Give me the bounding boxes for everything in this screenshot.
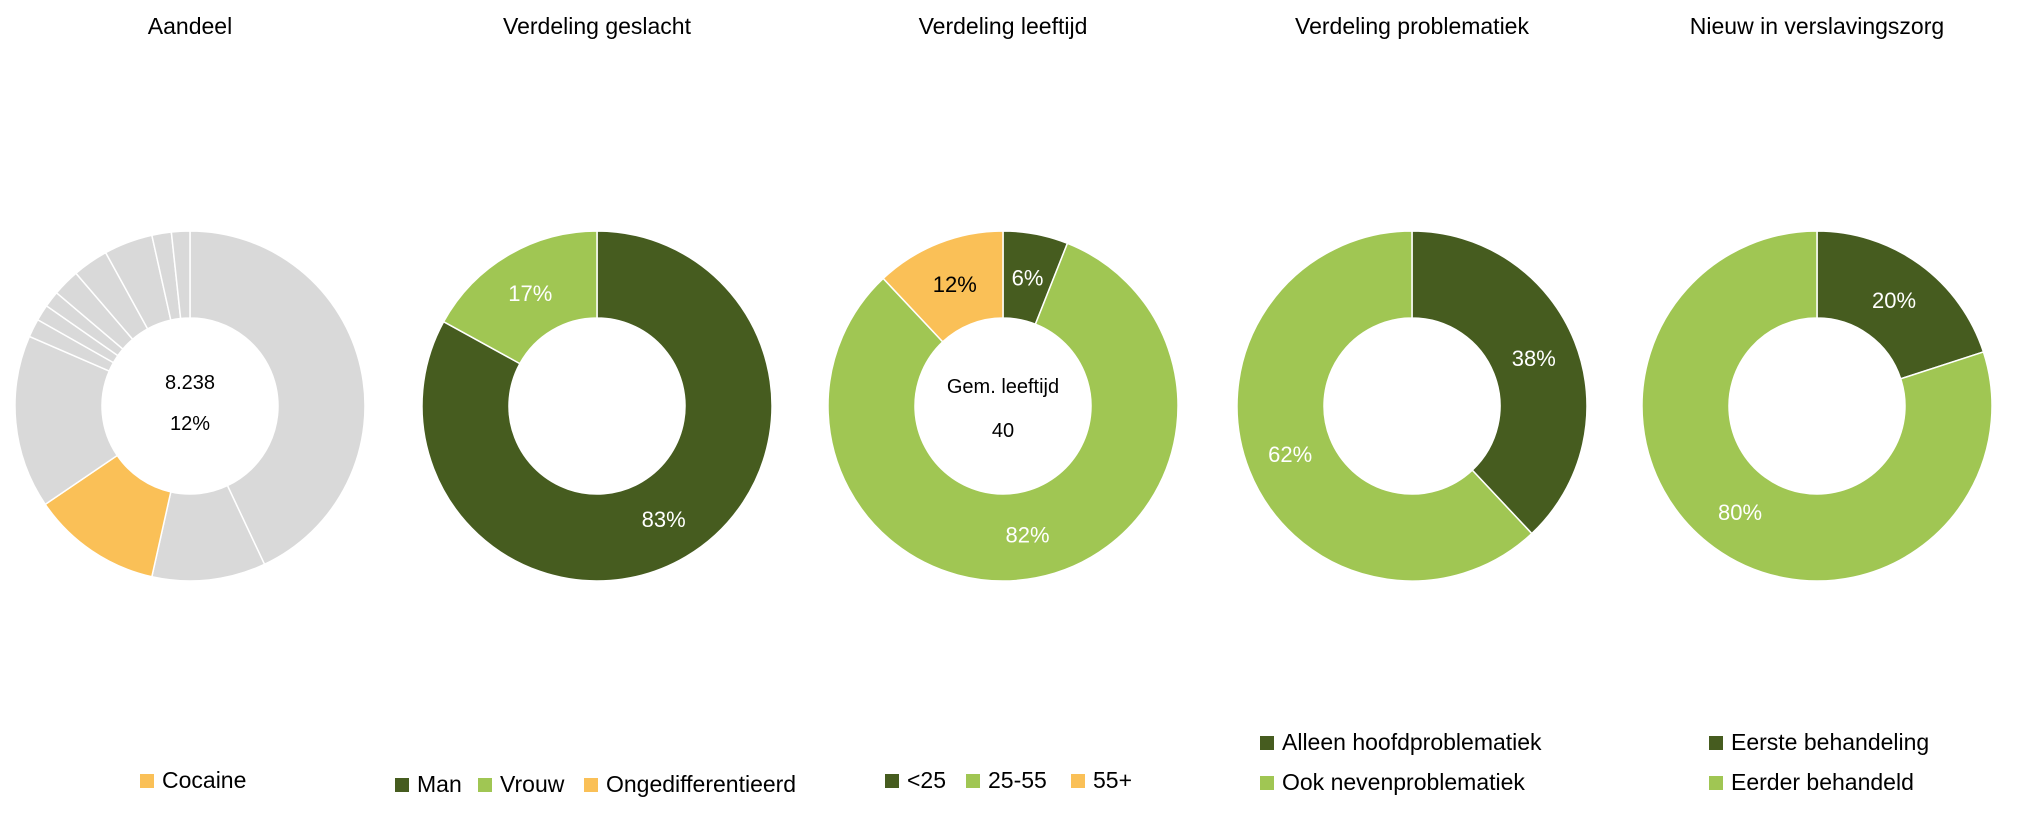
- donut-slice-55-: [882, 230, 1004, 343]
- chart-2: Verdeling leeftijd 6% 82% 12% Gem. leeftijd 4…: [827, 13, 1179, 793]
- chart-title: Nieuw in verslavingszorg: [1690, 13, 1944, 39]
- legend-label: 55+: [1093, 767, 1132, 793]
- center-label: 40: [992, 420, 1014, 442]
- legend-label: <25: [907, 767, 946, 793]
- legend-label: 25-55: [988, 767, 1047, 793]
- legend-label: Cocaine: [162, 767, 246, 793]
- legend-swatch: [1709, 776, 1723, 790]
- donut-slice-man: [421, 230, 773, 582]
- chart-title: Aandeel: [148, 13, 232, 39]
- donut-slice-ook-nevenproblematiek: [1236, 230, 1533, 582]
- legend-swatch: [395, 778, 409, 792]
- legend-swatch: [1709, 736, 1723, 750]
- legend-label: Ook nevenproblematiek: [1282, 769, 1525, 795]
- legend-swatch: [1260, 776, 1274, 790]
- legend-label: Alleen hoofdproblematiek: [1282, 729, 1542, 755]
- legend-swatch: [1260, 736, 1274, 750]
- donut-slice-vrouw: [442, 230, 598, 365]
- legend-label: Vrouw: [500, 771, 565, 797]
- chart-title: Verdeling problematiek: [1295, 13, 1529, 39]
- donut-slice-other: [170, 230, 191, 320]
- chart-4: Nieuw in verslavingszorg 20% 80% Eerste beh…: [1641, 13, 1993, 795]
- legend-swatch: [966, 774, 980, 788]
- center-label: 8.238: [165, 372, 215, 394]
- legend-label: Eerste behandeling: [1731, 729, 1929, 755]
- donut-slice-eerste-behandeling: [1816, 230, 1985, 380]
- legend-swatch: [584, 778, 598, 792]
- chart-title: Verdeling geslacht: [503, 13, 692, 39]
- data-label: 38%: [1512, 346, 1556, 371]
- data-label: 62%: [1268, 442, 1312, 467]
- legend-swatch: [1071, 774, 1085, 788]
- legend-label: Man: [417, 771, 462, 797]
- data-label: 80%: [1718, 500, 1762, 525]
- donut-slice-25-55: [827, 242, 1179, 582]
- donut-slice-eerder-behandeld: [1641, 230, 1993, 582]
- chart-0: Aandeel 8.238 12% Cocaine: [14, 13, 366, 793]
- legend-swatch: [140, 774, 154, 788]
- legend-swatch: [478, 778, 492, 792]
- chart-title: Verdeling leeftijd: [919, 13, 1088, 39]
- data-label: 82%: [1006, 523, 1050, 548]
- data-label: 83%: [642, 507, 686, 532]
- legend-label: Ongedifferentieerd: [606, 771, 796, 797]
- donut-slice-other: [189, 230, 366, 566]
- legend-label: Eerder behandeld: [1731, 769, 1914, 795]
- legend-swatch: [885, 774, 899, 788]
- chart-3: Verdeling problematiek 38% 62% Alleen hoofd…: [1236, 13, 1588, 795]
- center-label: 12%: [170, 413, 210, 435]
- data-label: 17%: [508, 281, 552, 306]
- data-label: 6%: [1012, 265, 1044, 290]
- donut-slice-alleen-hoofdproblematiek: [1411, 230, 1588, 535]
- chart-1: Verdeling geslacht 83% 17% Man Vrouw Ongediff…: [395, 13, 796, 797]
- center-label: Gem. leeftijd: [947, 376, 1059, 398]
- data-label: 12%: [933, 272, 977, 297]
- data-label: 20%: [1872, 288, 1916, 313]
